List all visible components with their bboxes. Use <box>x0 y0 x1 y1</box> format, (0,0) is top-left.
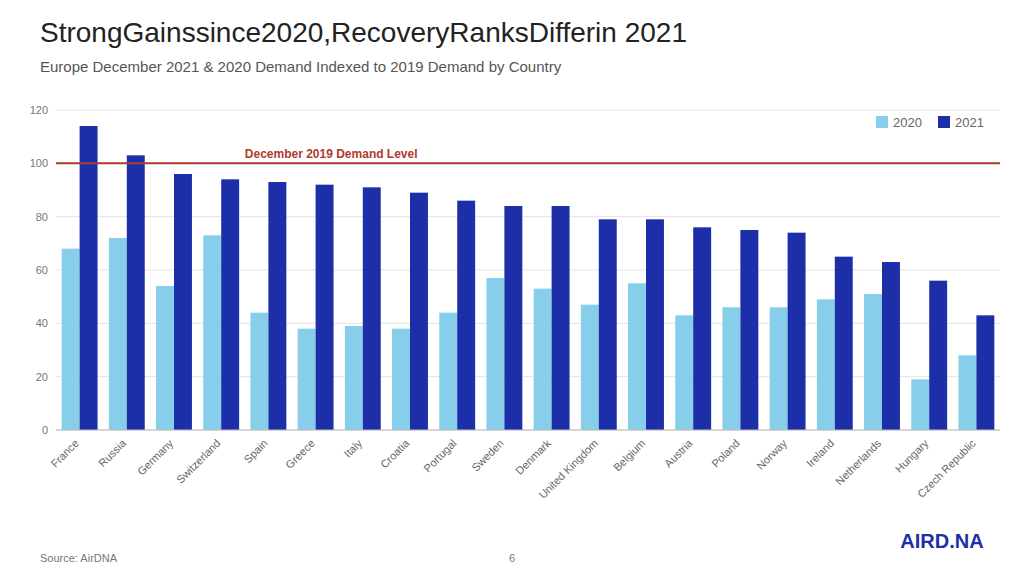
legend-label: 2020 <box>893 115 922 130</box>
x-tick-label: Belgium <box>611 437 648 474</box>
x-tick-label: Russia <box>96 436 129 469</box>
bar <box>693 227 711 430</box>
chart: StrongGainssince2020,RecoveryRanksDiffer… <box>0 0 1024 576</box>
bars <box>62 126 995 430</box>
legend-swatch <box>876 116 888 128</box>
bar <box>646 219 664 430</box>
x-tick-label: Denmark <box>513 437 553 477</box>
legend-label: 2021 <box>955 115 984 130</box>
grid-line <box>56 163 1000 164</box>
x-tick-label: United Kingdom <box>536 437 600 501</box>
bar <box>534 289 552 430</box>
bar <box>203 235 221 430</box>
bar <box>929 281 947 430</box>
bar <box>958 355 976 430</box>
bar <box>976 315 994 430</box>
x-tick-label: France <box>48 437 81 470</box>
y-tick-label: 120 <box>30 104 48 116</box>
reference-line <box>56 162 1000 164</box>
x-tick-label: Croatia <box>378 436 412 470</box>
page-number: 6 <box>509 552 515 564</box>
bar <box>298 329 316 430</box>
y-tick-label: 80 <box>36 211 48 223</box>
x-tick-label: Portugal <box>421 437 458 474</box>
legend-swatch <box>938 116 950 128</box>
bar <box>835 257 853 430</box>
y-tick-label: 60 <box>36 264 48 276</box>
x-tick-label: Czech Republic <box>915 437 978 500</box>
bar <box>363 187 381 430</box>
bar <box>156 286 174 430</box>
logo: AIRD.NA <box>900 530 983 552</box>
legend: 2020 2021 <box>876 115 984 130</box>
bar <box>504 206 522 430</box>
title: StrongGainssince2020,RecoveryRanksDiffer… <box>40 17 687 48</box>
bar <box>410 193 428 430</box>
bar <box>675 315 693 430</box>
bar <box>770 307 788 430</box>
grid-line <box>56 110 1000 111</box>
bar <box>268 182 286 430</box>
bar <box>457 201 475 430</box>
bar <box>392 329 410 430</box>
reference-label: December 2019 Demand Level <box>245 147 418 161</box>
bar <box>109 238 127 430</box>
bar <box>740 230 758 430</box>
grid-line <box>56 323 1000 324</box>
x-tick-label: Hungary <box>893 437 931 475</box>
x-tick-label: Italy <box>341 437 364 460</box>
bar <box>581 305 599 430</box>
bar <box>221 179 239 430</box>
x-tick-label: Netherlands <box>833 437 884 488</box>
grid-line <box>56 376 1000 377</box>
x-axis-line <box>56 430 1000 431</box>
grid-line <box>56 430 1000 431</box>
y-tick-label: 100 <box>30 157 48 169</box>
x-tick-label: Spain <box>241 437 269 465</box>
subtitle: Europe December 2021 & 2020 Demand Index… <box>40 58 562 75</box>
x-tick-label: Switzerland <box>174 437 223 486</box>
bar <box>250 313 268 430</box>
x-axis: France RussiaGermanySwitzerland Spain Greec… <box>48 436 978 500</box>
y-tick-label: 20 <box>36 371 48 383</box>
bar <box>316 185 334 430</box>
x-tick-label: Ireland <box>804 437 836 469</box>
bar <box>345 326 363 430</box>
bar <box>486 278 504 430</box>
bar <box>439 313 457 430</box>
source: Source: AirDNA <box>40 552 118 564</box>
y-tick-label: 0 <box>42 424 48 436</box>
x-tick-label: Poland <box>709 437 742 470</box>
bar <box>552 206 570 430</box>
bar <box>817 299 835 430</box>
x-tick-label: Greece <box>283 437 317 471</box>
x-tick-label: Norway <box>754 437 789 472</box>
bar <box>628 283 646 430</box>
y-axis: 0 20 40 60 80 100 120 <box>30 104 1000 436</box>
bar <box>864 294 882 430</box>
bar <box>62 249 80 430</box>
y-tick-label: 40 <box>36 317 48 329</box>
bar <box>911 379 929 430</box>
x-tick-label: Germany <box>135 437 176 478</box>
x-tick-label: Sweden <box>469 437 506 474</box>
bar <box>788 233 806 430</box>
bar <box>599 219 617 430</box>
x-tick-label: Austria <box>662 436 695 469</box>
bar <box>127 155 145 430</box>
bar <box>80 126 98 430</box>
grid-line <box>56 216 1000 217</box>
bar <box>882 262 900 430</box>
bar <box>722 307 740 430</box>
bar <box>174 174 192 430</box>
grid-line <box>56 270 1000 271</box>
